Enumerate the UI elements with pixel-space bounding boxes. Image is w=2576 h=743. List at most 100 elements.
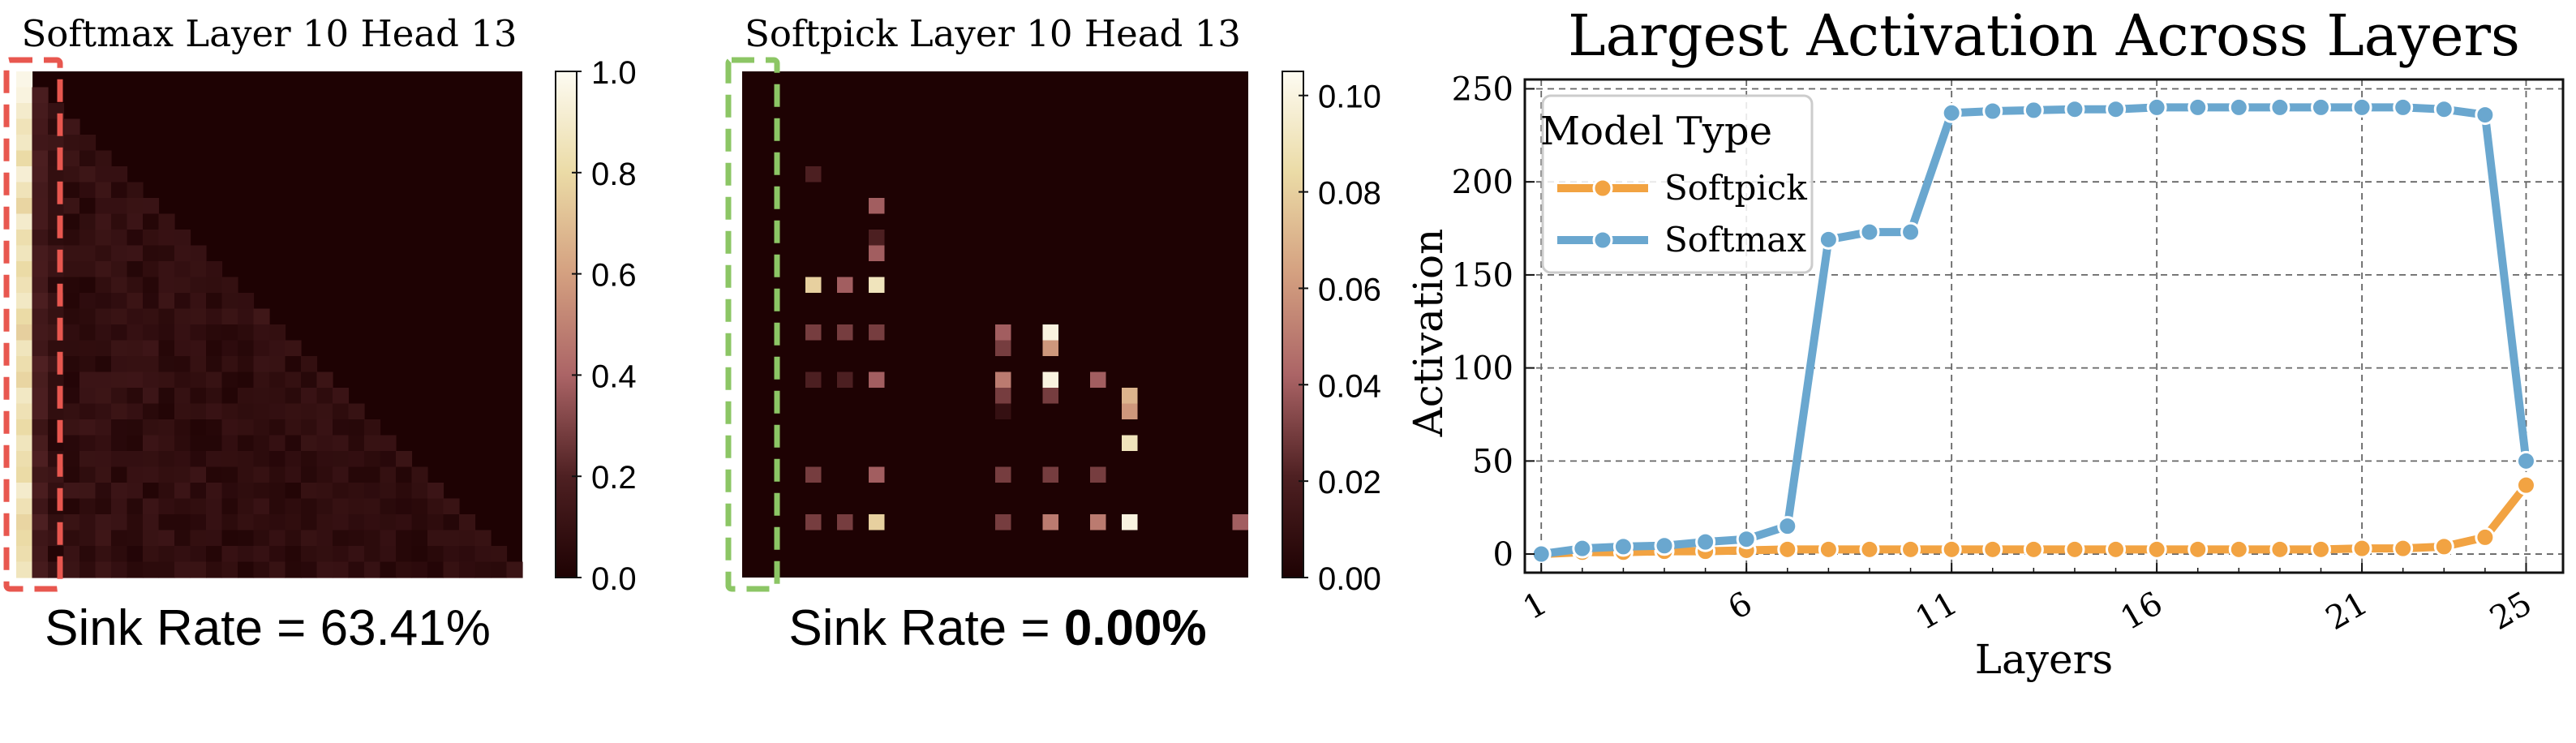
heatmap-cell bbox=[238, 308, 255, 325]
heatmap-cell bbox=[269, 388, 286, 405]
heatmap-cell bbox=[805, 166, 822, 183]
heatmap-cell bbox=[158, 213, 175, 230]
y-tick-label: 200 bbox=[1452, 164, 1513, 201]
heatmap-cell bbox=[316, 372, 333, 389]
softmax-sink-rate: Sink Rate = 63.41% bbox=[45, 600, 491, 656]
heatmap-cell bbox=[269, 466, 286, 483]
heatmap-cell bbox=[380, 514, 397, 531]
series-point-softpick bbox=[2228, 539, 2249, 560]
heatmap-cell bbox=[32, 103, 49, 120]
heatmap-cell bbox=[364, 498, 381, 515]
series-point-softmax bbox=[2187, 97, 2209, 118]
heatmap-cell bbox=[285, 498, 302, 515]
softpick-sink-rate-value: 0.00% bbox=[1064, 600, 1207, 656]
colorbar-tick-label: 0.00 bbox=[1318, 561, 1381, 597]
softpick-heatmap-cells bbox=[805, 166, 1248, 530]
heatmap-cell bbox=[143, 213, 160, 230]
heatmap-cell bbox=[474, 546, 492, 563]
heatmap-cell bbox=[221, 530, 238, 547]
heatmap-cell bbox=[206, 308, 223, 325]
heatmap-cell bbox=[158, 561, 175, 578]
legend-marker bbox=[1592, 178, 1613, 199]
heatmap-cell bbox=[253, 483, 270, 500]
heatmap-cell bbox=[805, 324, 822, 341]
heatmap-cell bbox=[16, 118, 33, 135]
heatmap-cell bbox=[427, 561, 444, 578]
heatmap-cell bbox=[837, 514, 853, 530]
heatmap-cell bbox=[396, 514, 413, 531]
heatmap-cell bbox=[206, 419, 223, 436]
heatmap-cell bbox=[111, 182, 128, 199]
heatmap-cell bbox=[285, 403, 302, 420]
heatmap-cell bbox=[32, 435, 49, 452]
heatmap-cell bbox=[995, 388, 1011, 404]
heatmap-cell bbox=[364, 546, 381, 563]
heatmap-cell bbox=[32, 451, 49, 468]
heatmap-cell bbox=[95, 530, 112, 547]
heatmap-cell bbox=[143, 483, 160, 500]
heatmap-cell bbox=[837, 277, 853, 293]
heatmap-cell bbox=[32, 340, 49, 357]
heatmap-cell bbox=[869, 372, 885, 388]
heatmap-cell bbox=[269, 530, 286, 547]
softmax-heatmap-panel: Softmax Layer 10 Head 13 0.0 0.2 0.4 0.6 0.8… bbox=[3, 12, 637, 656]
heatmap-cell bbox=[316, 530, 333, 547]
heatmap-cell bbox=[238, 546, 255, 563]
heatmap-cell bbox=[63, 372, 80, 389]
heatmap-cell bbox=[16, 324, 33, 341]
heatmap-cell bbox=[143, 435, 160, 452]
heatmap-cell bbox=[95, 245, 112, 262]
heatmap-cell bbox=[79, 561, 97, 578]
heatmap-cell bbox=[158, 403, 175, 420]
heatmap-cell bbox=[79, 356, 97, 373]
heatmap-cell bbox=[427, 514, 444, 531]
heatmap-cell bbox=[63, 388, 80, 405]
heatmap-cell bbox=[32, 483, 49, 500]
heatmap-cell bbox=[348, 403, 365, 420]
heatmap-cell bbox=[238, 403, 255, 420]
heatmap-cell bbox=[143, 530, 160, 547]
softpick-sink-rate: Sink Rate = 0.00% bbox=[788, 600, 1206, 656]
heatmap-cell bbox=[95, 514, 112, 531]
heatmap-cell bbox=[285, 466, 302, 483]
heatmap-cell bbox=[95, 403, 112, 420]
heatmap-cell bbox=[206, 483, 223, 500]
heatmap-cell bbox=[174, 498, 191, 515]
heatmap-cell bbox=[301, 356, 318, 373]
series-point-softpick bbox=[2146, 539, 2167, 560]
line-chart-legend: Model Type Softpick Softmax bbox=[1540, 94, 1814, 274]
heatmap-cell bbox=[127, 498, 144, 515]
heatmap-cell bbox=[143, 245, 160, 262]
heatmap-cell bbox=[238, 356, 255, 373]
series-point-softmax bbox=[1612, 536, 1634, 557]
heatmap-cell bbox=[333, 435, 350, 452]
heatmap-cell bbox=[333, 530, 350, 547]
heatmap-cell bbox=[111, 261, 128, 278]
heatmap-cell bbox=[190, 483, 207, 500]
heatmap-cell bbox=[333, 514, 350, 531]
series-point-softmax bbox=[1654, 535, 1675, 556]
heatmap-cell bbox=[443, 498, 460, 515]
softpick-colorbar bbox=[1282, 71, 1304, 578]
heatmap-cell bbox=[95, 498, 112, 515]
x-tick-label: 1 bbox=[1517, 585, 1553, 628]
heatmap-cell bbox=[253, 308, 270, 325]
heatmap-cell bbox=[32, 182, 49, 199]
heatmap-cell bbox=[95, 182, 112, 199]
heatmap-cell bbox=[16, 530, 33, 547]
heatmap-cell bbox=[1122, 514, 1138, 530]
heatmap-cell bbox=[221, 340, 238, 357]
heatmap-cell bbox=[253, 561, 270, 578]
heatmap-cell bbox=[301, 435, 318, 452]
heatmap-cell bbox=[506, 561, 523, 578]
heatmap-cell bbox=[380, 451, 397, 468]
series-point-softmax bbox=[2146, 97, 2167, 118]
heatmap-cell bbox=[95, 372, 112, 389]
series-point-softmax bbox=[1859, 221, 1880, 243]
heatmap-cell bbox=[79, 514, 97, 531]
series-point-softpick bbox=[2064, 539, 2085, 560]
heatmap-cell bbox=[333, 403, 350, 420]
heatmap-cell bbox=[95, 561, 112, 578]
heatmap-cell bbox=[238, 530, 255, 547]
heatmap-cell bbox=[491, 546, 508, 563]
